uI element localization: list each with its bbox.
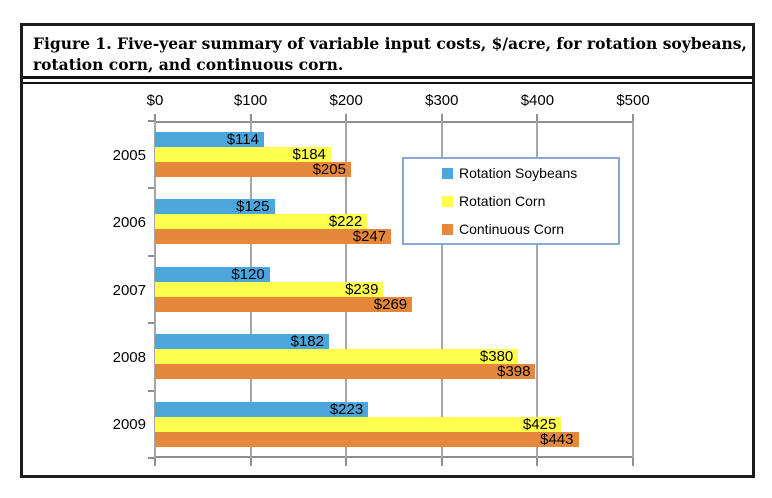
bar-2009-continuous-corn (155, 431, 579, 447)
legend-item-continuous-corn: Continuous Corn (442, 221, 618, 237)
figure-title: Figure 1. Five-year summary of variable … (33, 33, 747, 75)
bar-2007-rotation-corn (155, 281, 384, 297)
bar-value-label: $223 (329, 400, 364, 418)
bar-value-label: $239 (345, 280, 379, 298)
figure-title-line-2: rotation corn, and continuous corn. (33, 55, 344, 74)
x-axis-tick-bottom (536, 458, 539, 466)
x-axis-tick-top (632, 114, 634, 121)
x-tick-label: $400 (520, 92, 555, 109)
x-axis-tick-top (249, 114, 252, 121)
bar-2009-rotation-corn (155, 416, 562, 432)
bar-2008-continuous-corn (155, 364, 536, 380)
category-label-2006: 2006 (112, 214, 146, 232)
bar-value-label: $114 (226, 131, 259, 148)
x-axis-tick-bottom (249, 458, 252, 466)
legend-label-rotation-soybeans: Rotation Soybeans (459, 165, 578, 181)
y-axis-tick (148, 187, 155, 189)
category-label-2009: 2009 (112, 416, 146, 434)
y-axis-tick (148, 457, 155, 459)
x-axis-tick-top (440, 114, 443, 121)
bar-value-label: $125 (236, 198, 270, 216)
bar-2008-rotation-soybeans (155, 334, 329, 350)
y-axis-tick (148, 322, 155, 324)
bar-value-label: $425 (522, 415, 557, 433)
bar-value-label: $247 (352, 228, 387, 246)
bar-2007-rotation-soybeans (155, 266, 270, 282)
x-axis-tick-bottom (440, 458, 443, 466)
bar-2006-continuous-corn (155, 229, 392, 245)
x-tick-label: $0 (146, 92, 164, 109)
bar-value-label: $120 (231, 265, 265, 283)
legend-label-continuous-corn: Continuous Corn (459, 221, 565, 237)
bar-2005-rotation-soybeans (155, 132, 264, 147)
x-tick-label: $300 (425, 92, 459, 109)
legend-swatch-rotation-corn (442, 195, 453, 207)
gridline-$400 (536, 121, 539, 458)
bar-2008-rotation-corn (155, 349, 519, 365)
bar-2006-rotation-corn (155, 214, 368, 230)
legend: Rotation Soybeans Rotation Corn Continuo… (402, 157, 620, 245)
legend-swatch-rotation-soybeans (442, 167, 453, 179)
bar-value-label: $205 (312, 161, 346, 178)
category-label-2008: 2008 (112, 348, 146, 366)
bar-2007-continuous-corn (155, 296, 413, 312)
x-axis-tick-top (536, 114, 539, 121)
bar-value-label: $398 (497, 363, 531, 381)
legend-label-rotation-corn: Rotation Corn (459, 193, 546, 209)
gridline-$300 (440, 121, 443, 458)
y-axis-tick (148, 255, 155, 257)
x-axis-tick-bottom (345, 458, 348, 466)
category-label-2005: 2005 (112, 146, 146, 164)
x-tick-label: $500 (616, 92, 650, 109)
bar-value-label: $443 (540, 430, 574, 448)
gridline-$500 (632, 121, 634, 458)
figure-frame: Figure 1. Five-year summary of variable … (20, 23, 755, 478)
x-axis-tick-top (345, 114, 348, 121)
x-tick-label: $200 (329, 92, 363, 109)
bar-value-label: $184 (292, 146, 326, 163)
legend-item-rotation-soybeans: Rotation Soybeans (442, 165, 618, 181)
bar-2005-rotation-corn (155, 147, 331, 162)
x-tick-label: $100 (233, 92, 268, 109)
y-axis-tick (148, 390, 155, 392)
x-axis-tick-top (154, 114, 156, 121)
bar-chart: $500 $400 $300 $200 $100 $0 2005 $114 $184 $205 2… (23, 26, 752, 475)
legend-item-rotation-corn: Rotation Corn (442, 193, 618, 209)
x-axis-line-bottom (155, 456, 633, 458)
bar-2009-rotation-soybeans (155, 401, 369, 417)
bars-layer: 2005 $114 $184 $205 2006 $125 $222 $247 2007 $120… (23, 26, 752, 475)
x-axis-tick-bottom (632, 458, 634, 466)
title-divider-rule (23, 76, 752, 84)
x-axis-line-top (155, 121, 633, 123)
bar-2006-rotation-soybeans (155, 199, 275, 215)
figure-title-line-1: Figure 1. Five-year summary of variable … (33, 34, 747, 53)
x-axis-tick-bottom (154, 458, 156, 466)
legend-swatch-continuous-corn (442, 223, 453, 235)
category-label-2007: 2007 (112, 281, 146, 299)
bar-value-label: $269 (373, 295, 408, 313)
bar-2005-continuous-corn (155, 162, 351, 177)
y-axis-tick (148, 120, 155, 122)
bar-value-label: $222 (328, 213, 363, 231)
bar-value-label: $182 (290, 333, 324, 351)
bar-value-label: $380 (479, 348, 514, 366)
